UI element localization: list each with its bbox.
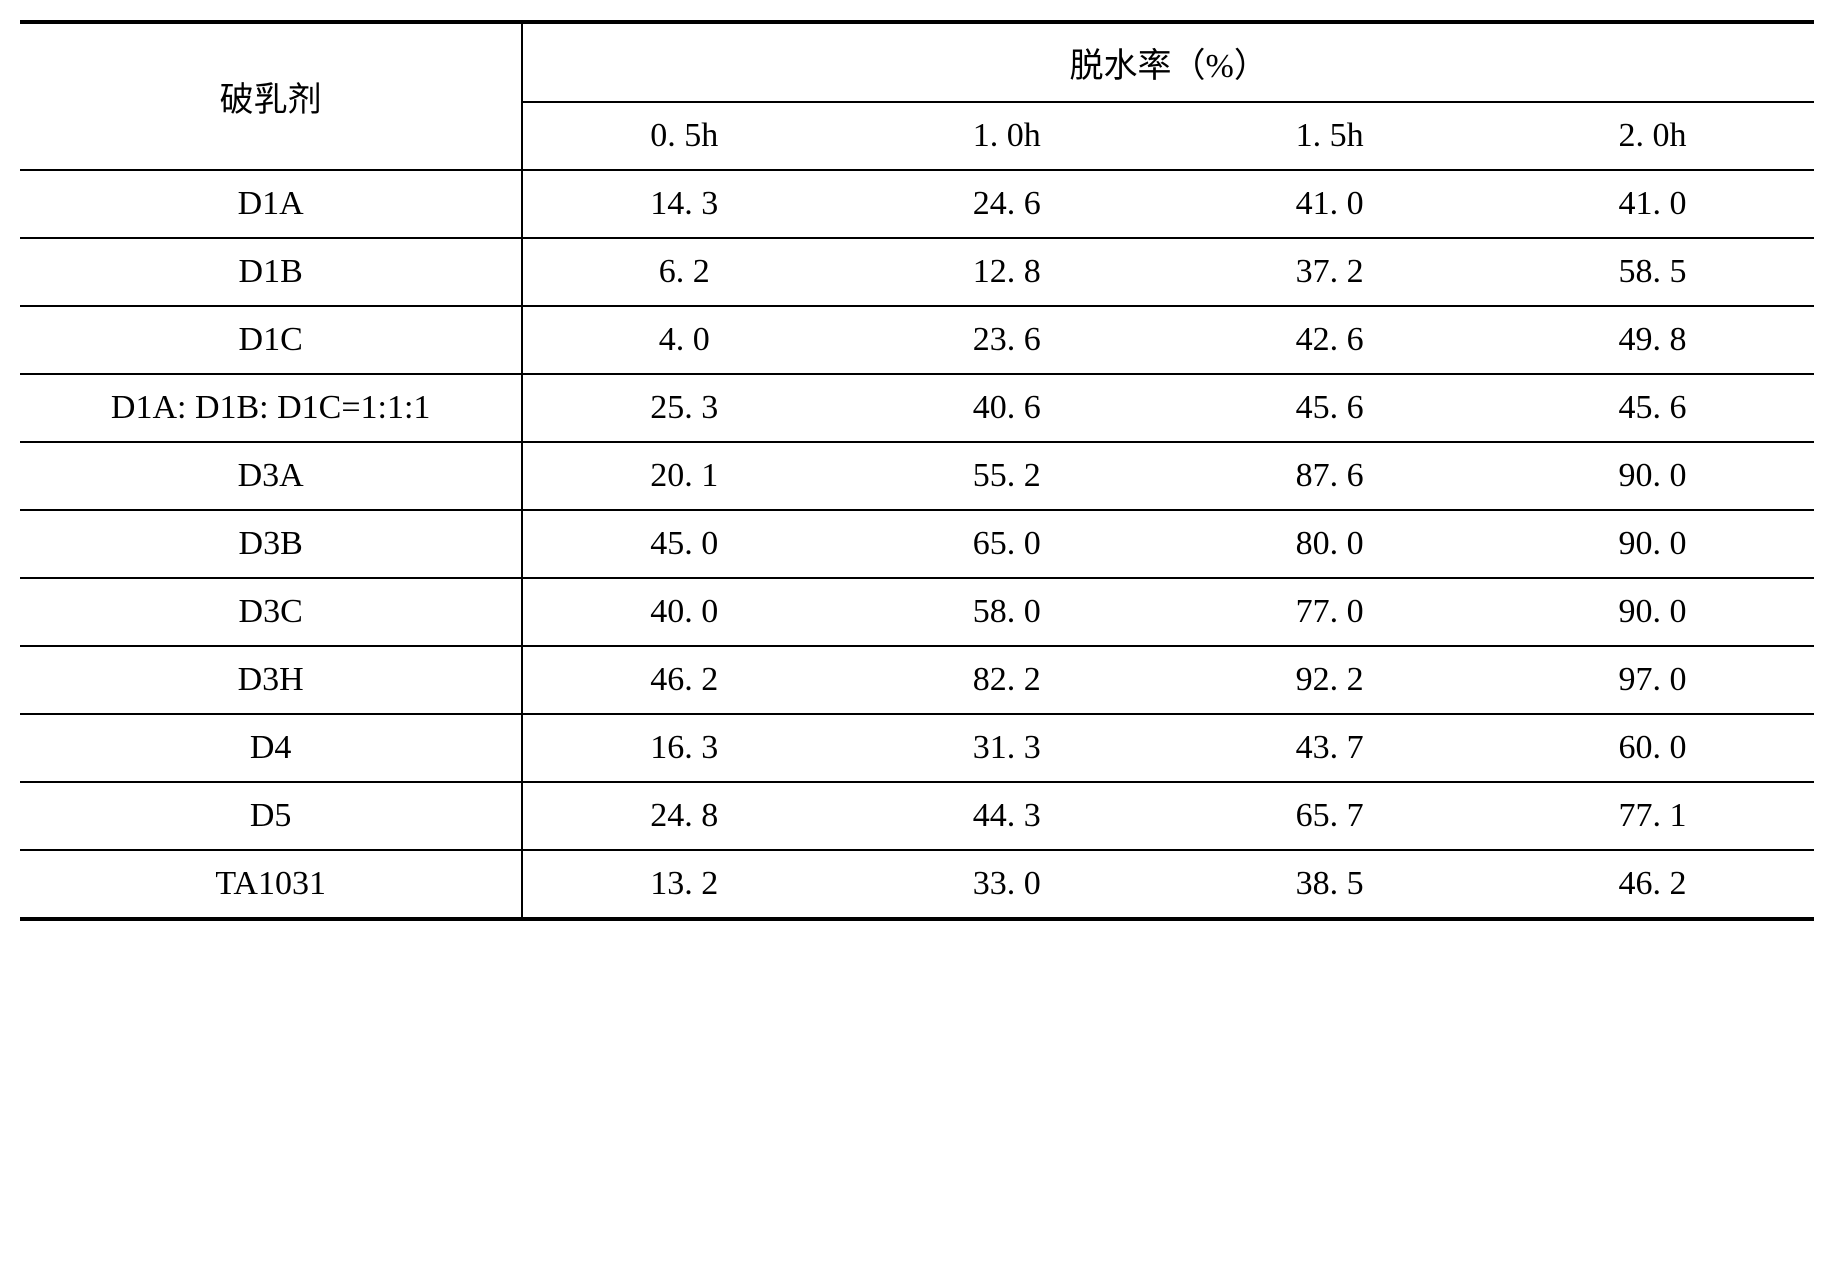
row-label: D3C [20, 578, 522, 646]
cell-value: 82. 2 [845, 646, 1168, 714]
cell-value: 90. 0 [1491, 442, 1814, 510]
cell-value: 65. 0 [845, 510, 1168, 578]
cell-value: 20. 1 [522, 442, 845, 510]
header-time-0: 0. 5h [522, 102, 845, 170]
table-row: D3B45. 065. 080. 090. 0 [20, 510, 1814, 578]
cell-value: 45. 6 [1491, 374, 1814, 442]
cell-value: 38. 5 [1168, 850, 1491, 919]
cell-value: 37. 2 [1168, 238, 1491, 306]
cell-value: 33. 0 [845, 850, 1168, 919]
cell-value: 60. 0 [1491, 714, 1814, 782]
cell-value: 40. 0 [522, 578, 845, 646]
table-row: D1C4. 023. 642. 649. 8 [20, 306, 1814, 374]
header-row-label: 破乳剂 [20, 22, 522, 170]
table-row: D1A14. 324. 641. 041. 0 [20, 170, 1814, 238]
table-row: D3H46. 282. 292. 297. 0 [20, 646, 1814, 714]
cell-value: 42. 6 [1168, 306, 1491, 374]
row-label: D3B [20, 510, 522, 578]
dehydration-rate-table: 破乳剂 脱水率（%） 0. 5h 1. 0h 1. 5h 2. 0h D1A14… [20, 20, 1814, 921]
cell-value: 65. 7 [1168, 782, 1491, 850]
cell-value: 24. 6 [845, 170, 1168, 238]
cell-value: 16. 3 [522, 714, 845, 782]
row-label: D4 [20, 714, 522, 782]
row-label: D5 [20, 782, 522, 850]
row-label: D1B [20, 238, 522, 306]
table-row: D524. 844. 365. 777. 1 [20, 782, 1814, 850]
row-label: TA1031 [20, 850, 522, 919]
cell-value: 80. 0 [1168, 510, 1491, 578]
table-row: D3A20. 155. 287. 690. 0 [20, 442, 1814, 510]
cell-value: 58. 0 [845, 578, 1168, 646]
header-group-label: 脱水率（%） [522, 22, 1814, 102]
cell-value: 45. 6 [1168, 374, 1491, 442]
cell-value: 92. 2 [1168, 646, 1491, 714]
table-row: TA103113. 233. 038. 546. 2 [20, 850, 1814, 919]
cell-value: 24. 8 [522, 782, 845, 850]
cell-value: 25. 3 [522, 374, 845, 442]
cell-value: 55. 2 [845, 442, 1168, 510]
table-body: D1A14. 324. 641. 041. 0D1B6. 212. 837. 2… [20, 170, 1814, 919]
header-time-3: 2. 0h [1491, 102, 1814, 170]
cell-value: 97. 0 [1491, 646, 1814, 714]
table-header: 破乳剂 脱水率（%） 0. 5h 1. 0h 1. 5h 2. 0h [20, 22, 1814, 170]
cell-value: 4. 0 [522, 306, 845, 374]
table-row: D1B6. 212. 837. 258. 5 [20, 238, 1814, 306]
row-label: D3H [20, 646, 522, 714]
cell-value: 77. 0 [1168, 578, 1491, 646]
cell-value: 90. 0 [1491, 510, 1814, 578]
row-label: D1C [20, 306, 522, 374]
header-time-1: 1. 0h [845, 102, 1168, 170]
cell-value: 77. 1 [1491, 782, 1814, 850]
row-label: D1A: D1B: D1C=1:1:1 [20, 374, 522, 442]
row-label: D3A [20, 442, 522, 510]
cell-value: 6. 2 [522, 238, 845, 306]
row-label: D1A [20, 170, 522, 238]
header-time-2: 1. 5h [1168, 102, 1491, 170]
cell-value: 46. 2 [522, 646, 845, 714]
table-row: D416. 331. 343. 760. 0 [20, 714, 1814, 782]
cell-value: 87. 6 [1168, 442, 1491, 510]
cell-value: 13. 2 [522, 850, 845, 919]
cell-value: 90. 0 [1491, 578, 1814, 646]
cell-value: 46. 2 [1491, 850, 1814, 919]
cell-value: 58. 5 [1491, 238, 1814, 306]
cell-value: 44. 3 [845, 782, 1168, 850]
cell-value: 31. 3 [845, 714, 1168, 782]
cell-value: 43. 7 [1168, 714, 1491, 782]
cell-value: 23. 6 [845, 306, 1168, 374]
cell-value: 14. 3 [522, 170, 845, 238]
cell-value: 40. 6 [845, 374, 1168, 442]
cell-value: 41. 0 [1168, 170, 1491, 238]
cell-value: 49. 8 [1491, 306, 1814, 374]
cell-value: 12. 8 [845, 238, 1168, 306]
table-row: D3C40. 058. 077. 090. 0 [20, 578, 1814, 646]
cell-value: 45. 0 [522, 510, 845, 578]
table-row: D1A: D1B: D1C=1:1:125. 340. 645. 645. 6 [20, 374, 1814, 442]
cell-value: 41. 0 [1491, 170, 1814, 238]
